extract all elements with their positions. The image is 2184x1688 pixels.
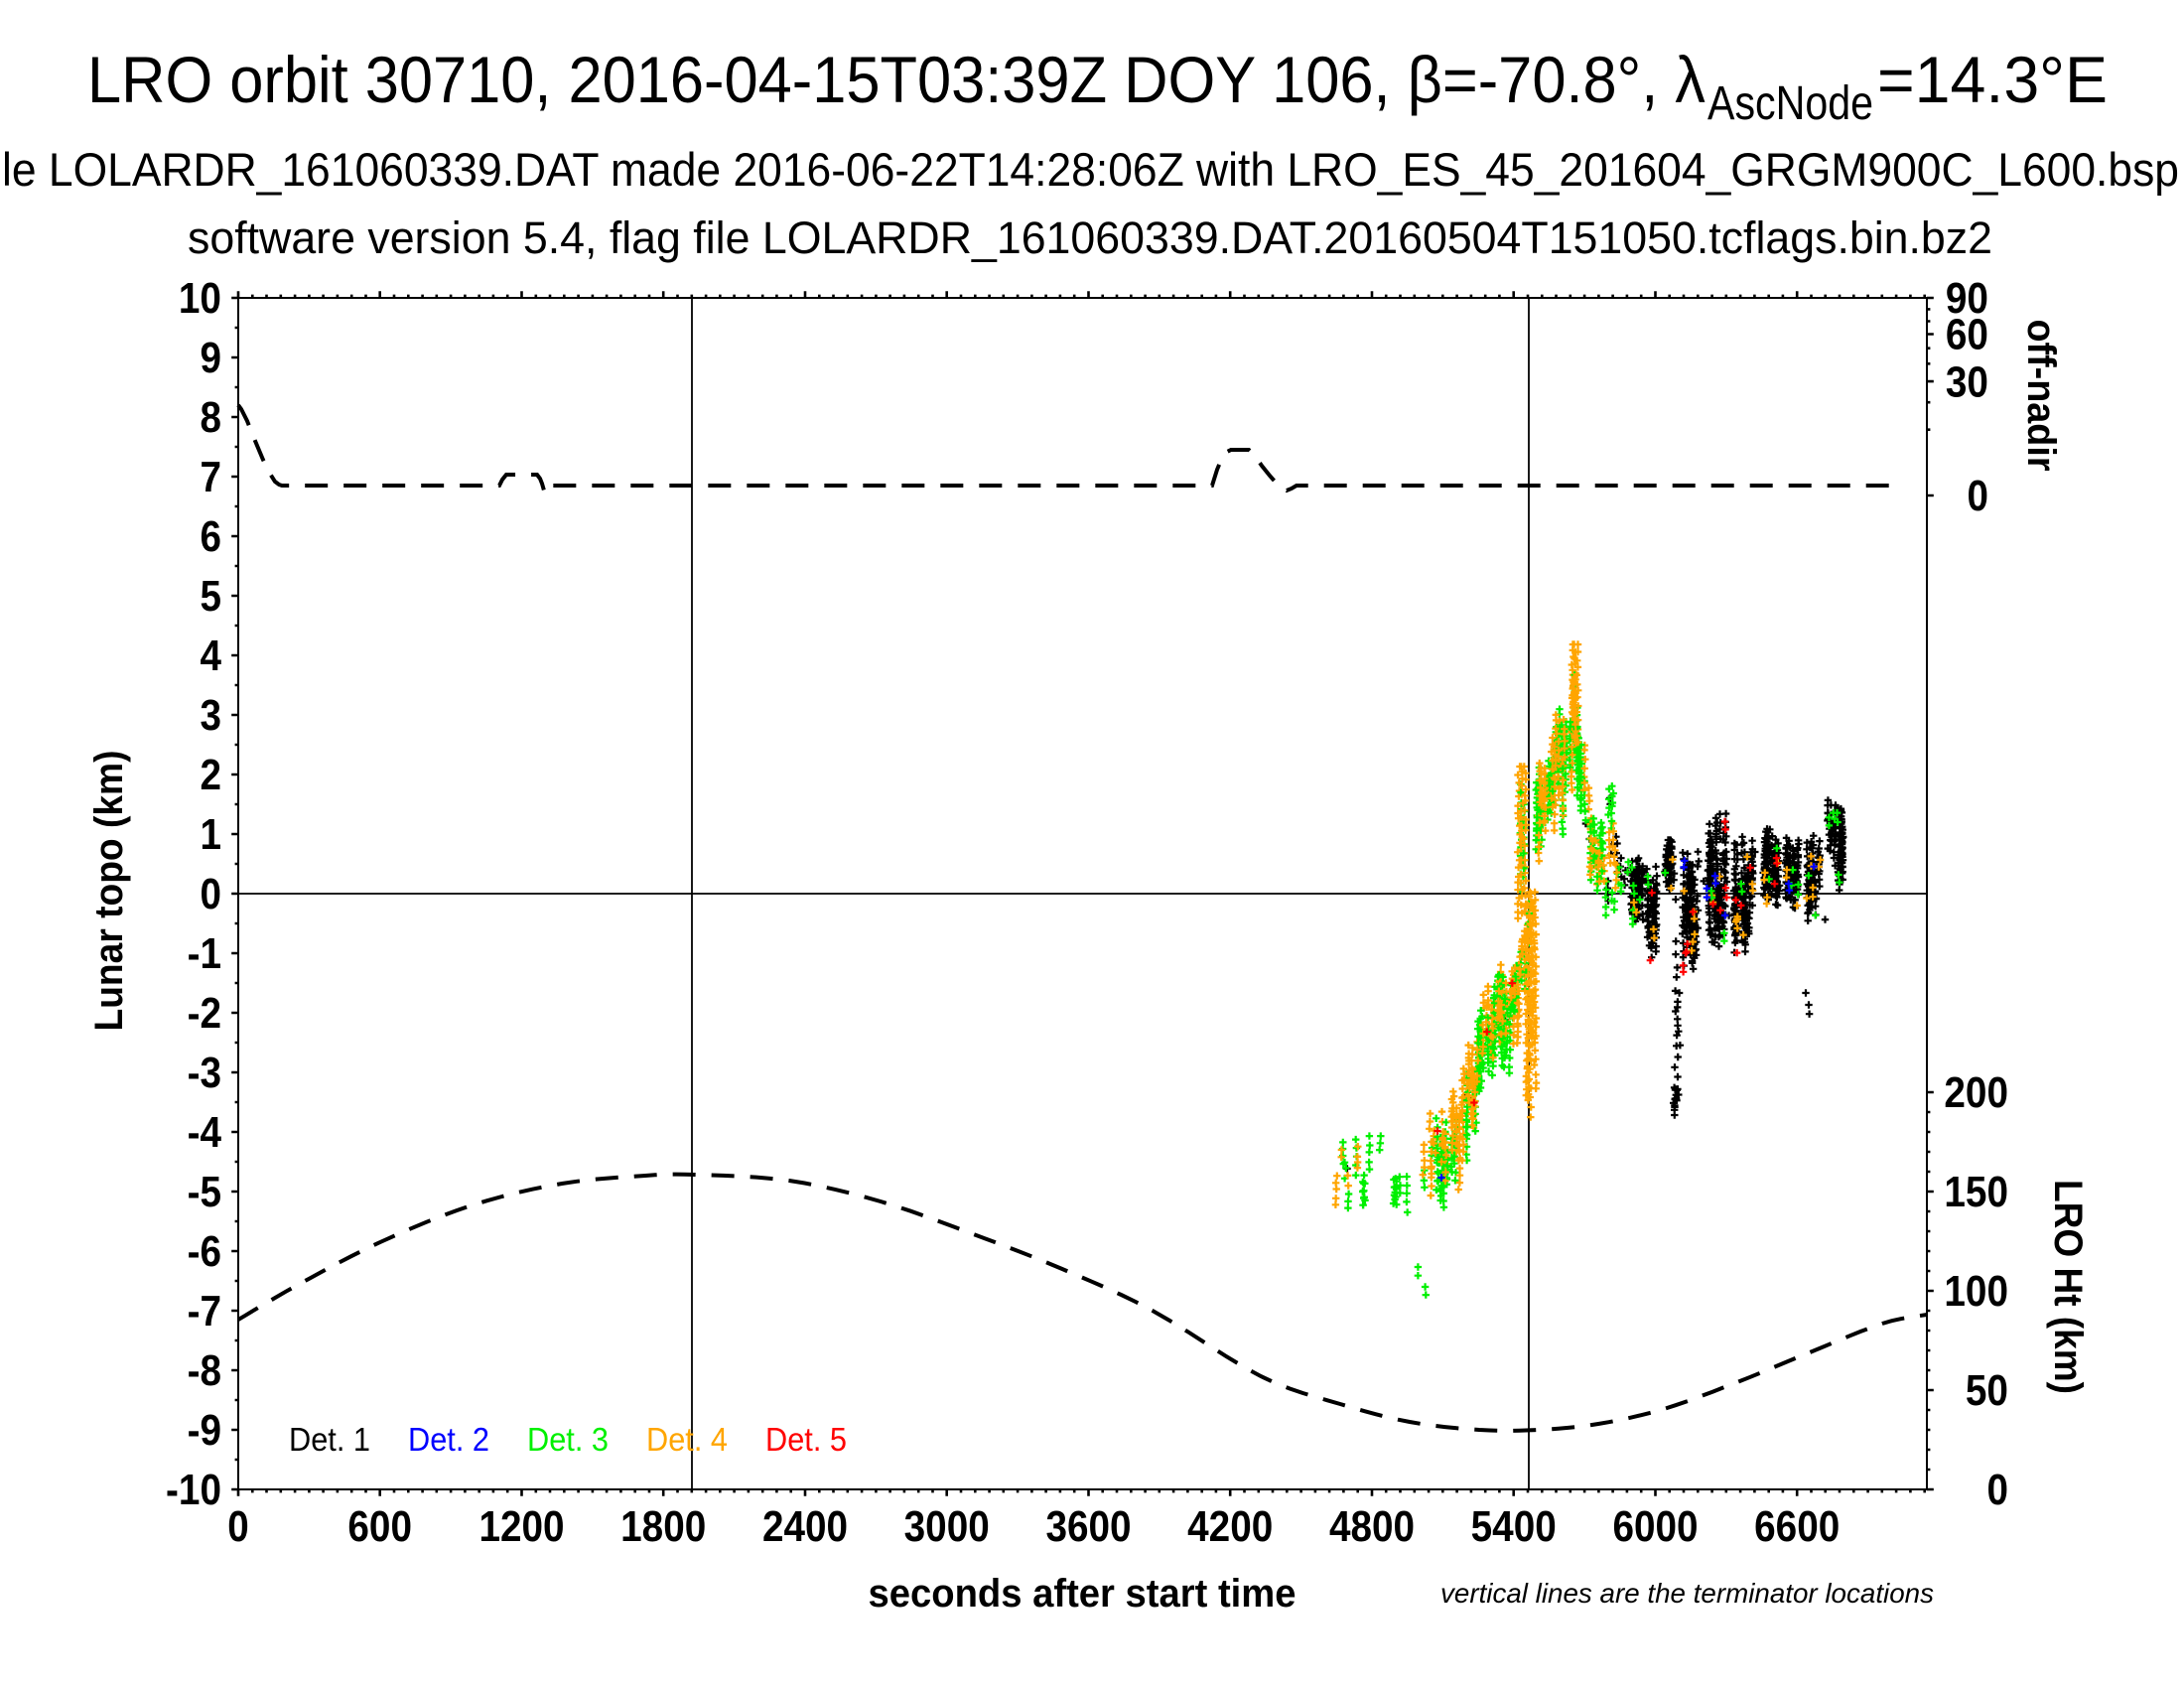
svg-text:seconds after start time: seconds after start time — [869, 1572, 1297, 1616]
svg-text:30: 30 — [1946, 357, 1988, 406]
svg-text:1800: 1800 — [620, 1502, 706, 1551]
svg-text:0: 0 — [201, 870, 222, 918]
svg-text:-9: -9 — [188, 1406, 221, 1455]
svg-text:6: 6 — [201, 512, 222, 561]
svg-text:-6: -6 — [188, 1227, 221, 1276]
svg-text:Det. 3: Det. 3 — [527, 1421, 609, 1458]
svg-text:Det. 5: Det. 5 — [765, 1421, 847, 1458]
svg-text:le LOLARDR_161060339.DAT made: le LOLARDR_161060339.DAT made 2016-06-22… — [2, 143, 2179, 196]
svg-text:Det. 4: Det. 4 — [646, 1421, 728, 1458]
svg-text:Det. 1: Det. 1 — [289, 1421, 370, 1458]
svg-text:9: 9 — [201, 334, 222, 382]
svg-text:LRO Ht (km): LRO Ht (km) — [2046, 1180, 2090, 1394]
svg-text:-4: -4 — [188, 1108, 222, 1157]
svg-text:60: 60 — [1946, 311, 1988, 359]
svg-text:4: 4 — [201, 632, 222, 680]
svg-text:4200: 4200 — [1187, 1502, 1273, 1551]
svg-text:0: 0 — [227, 1502, 249, 1551]
svg-text:-5: -5 — [188, 1168, 221, 1216]
svg-text:LRO orbit 30710, 2016-04-15T03: LRO orbit 30710, 2016-04-15T03:39Z DOY 1… — [87, 43, 1706, 116]
svg-text:-8: -8 — [188, 1346, 221, 1395]
svg-text:Det. 2: Det. 2 — [408, 1421, 489, 1458]
svg-text:-10: -10 — [166, 1466, 221, 1514]
svg-text:200: 200 — [1944, 1068, 2008, 1117]
svg-text:0: 0 — [1968, 472, 1989, 520]
svg-text:5: 5 — [201, 572, 222, 621]
svg-text:3600: 3600 — [1045, 1502, 1131, 1551]
svg-text:7: 7 — [201, 453, 222, 501]
svg-text:1200: 1200 — [478, 1502, 564, 1551]
svg-text:4800: 4800 — [1329, 1502, 1415, 1551]
svg-text:-2: -2 — [188, 989, 221, 1038]
svg-text:90: 90 — [1946, 274, 1988, 323]
svg-text:3: 3 — [201, 691, 222, 740]
svg-text:3000: 3000 — [904, 1502, 990, 1551]
svg-text:-3: -3 — [188, 1049, 221, 1097]
svg-text:8: 8 — [201, 393, 222, 442]
svg-text:off-nadir: off-nadir — [2019, 320, 2063, 472]
svg-text:-1: -1 — [188, 929, 221, 978]
svg-text:6000: 6000 — [1612, 1502, 1698, 1551]
svg-text:5400: 5400 — [1471, 1502, 1557, 1551]
svg-text:10: 10 — [179, 274, 221, 323]
svg-text:2: 2 — [201, 751, 222, 799]
svg-text:2400: 2400 — [762, 1502, 848, 1551]
svg-text:6600: 6600 — [1754, 1502, 1840, 1551]
svg-text:AscNode: AscNode — [1707, 77, 1873, 130]
svg-text:vertical lines are the termina: vertical lines are the terminator locati… — [1440, 1578, 1934, 1609]
svg-text:-7: -7 — [188, 1287, 221, 1336]
svg-text:100: 100 — [1944, 1267, 2008, 1316]
svg-text:=14.3°E: =14.3°E — [1877, 43, 2108, 116]
svg-text:600: 600 — [347, 1502, 412, 1551]
svg-text:Lunar topo (km): Lunar topo (km) — [87, 751, 131, 1032]
svg-text:150: 150 — [1944, 1168, 2008, 1216]
svg-text:software version 5.4, flag fil: software version 5.4, flag file LOLARDR_… — [188, 212, 1992, 263]
svg-text:50: 50 — [1966, 1366, 2008, 1415]
svg-text:0: 0 — [1987, 1466, 2009, 1514]
svg-text:1: 1 — [201, 810, 222, 859]
